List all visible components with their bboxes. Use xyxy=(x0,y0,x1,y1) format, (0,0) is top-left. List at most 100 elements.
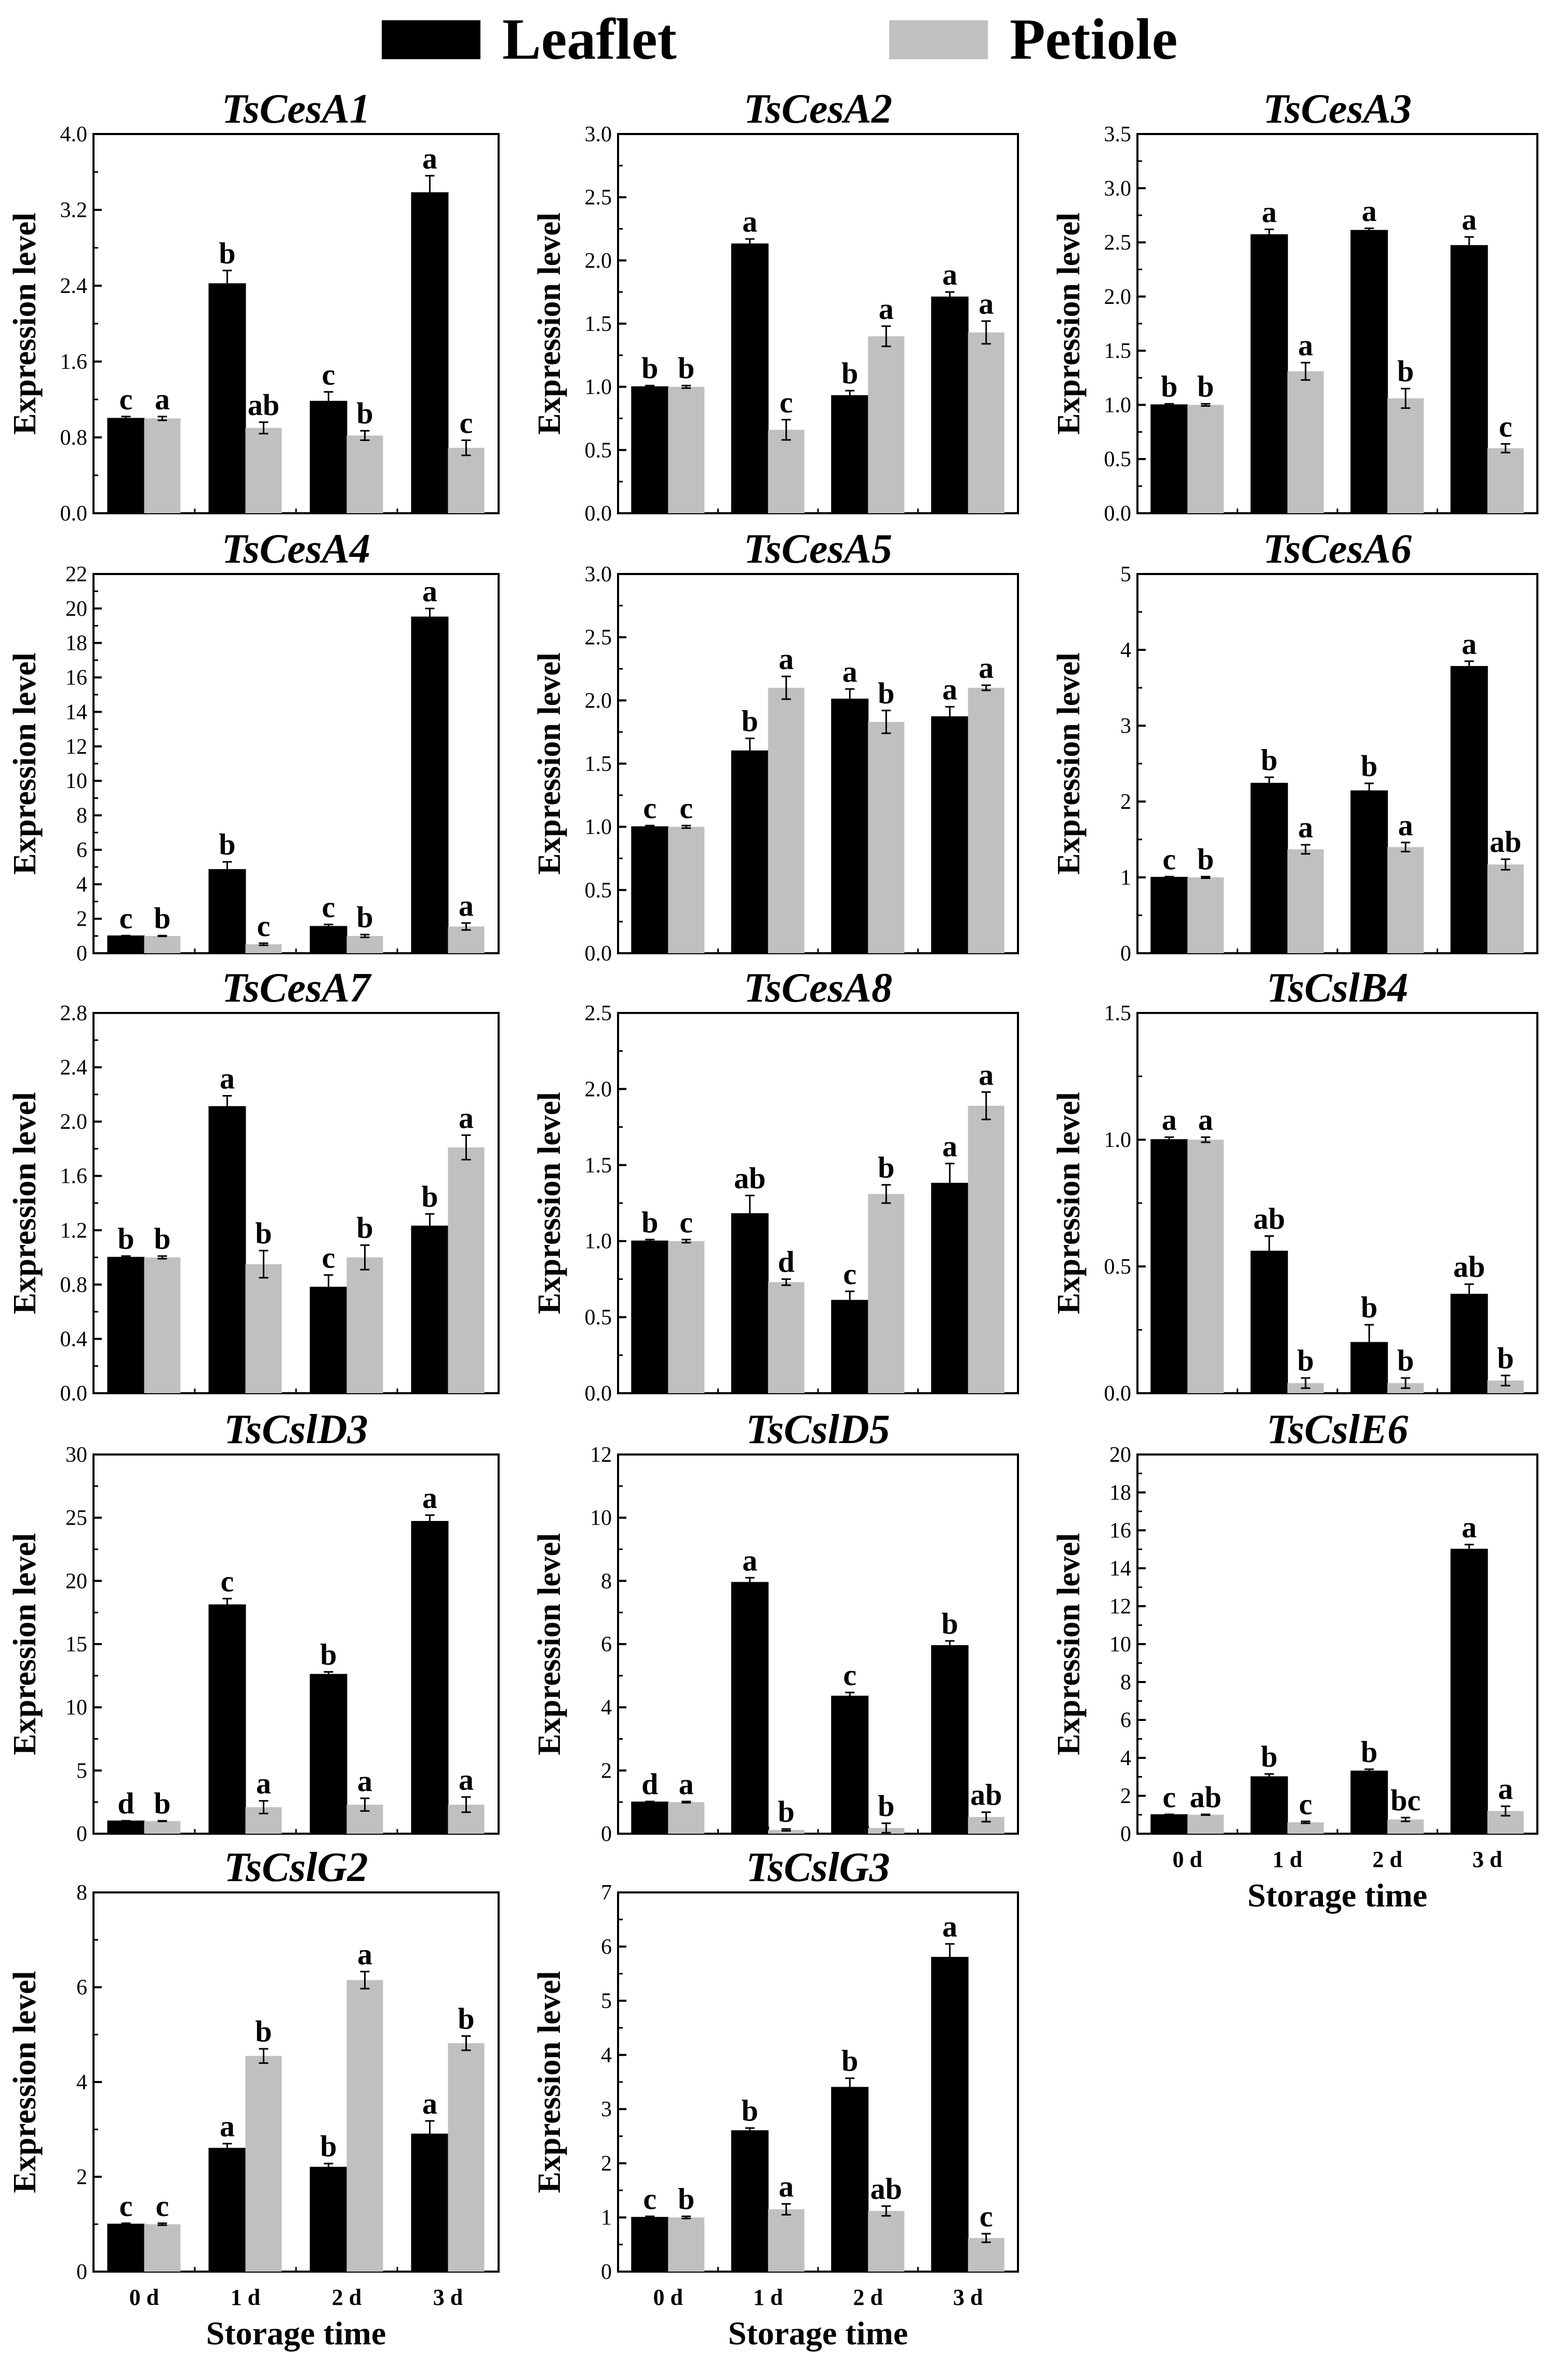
bar-leaflet xyxy=(1150,404,1188,514)
significance-letter: a xyxy=(1198,1103,1213,1137)
x-axis-label: Storage time xyxy=(728,2315,908,2352)
bar-leaflet xyxy=(310,401,347,514)
x-tick-label: 1 d xyxy=(231,2285,260,2310)
y-tick-label: 0 xyxy=(601,1822,612,1846)
y-tick-label: 2 xyxy=(76,908,87,931)
significance-letter: c xyxy=(843,1257,856,1291)
bar-petiole xyxy=(245,944,282,953)
y-tick-label: 0 xyxy=(76,1822,87,1846)
significance-letter: c xyxy=(119,382,133,416)
chart-title: TsCesA8 xyxy=(744,965,892,1011)
y-tick-label: 1.6 xyxy=(60,1165,88,1189)
y-tick-label: 0.5 xyxy=(585,1306,612,1330)
x-tick-label: 1 d xyxy=(753,2285,783,2310)
y-tick-label: 1.5 xyxy=(585,752,612,776)
y-tick-label: 0.8 xyxy=(60,426,88,450)
chart-panel-TsCesA4: TsCesA4 0 2 4 6 8 10 12 14 16 18 20 22 Expression lev… xyxy=(7,526,500,966)
chart-title: TsCslG2 xyxy=(224,1845,368,1890)
chart-panel-TsCslG2: TsCslG2 0 2 4 6 8 Expression level c c 0 d a b 1 d b a… xyxy=(7,1845,500,2352)
significance-letter: a xyxy=(459,1763,474,1796)
x-tick-label: 3 d xyxy=(953,2285,983,2310)
y-tick-label: 3.5 xyxy=(1104,123,1132,146)
significance-letter: b xyxy=(1197,843,1214,876)
x-tick-label: 3 d xyxy=(433,2285,463,2310)
y-tick-label: 2.4 xyxy=(60,274,88,298)
x-axis-label: Storage time xyxy=(1248,1877,1428,1914)
y-tick-label: 1 xyxy=(1120,866,1131,890)
significance-letter: b xyxy=(678,351,694,385)
bar-leaflet xyxy=(931,1957,969,2272)
bar-petiole xyxy=(346,936,383,953)
significance-letter: b xyxy=(878,1789,894,1823)
significance-letter: a xyxy=(942,673,957,706)
significance-letter: c xyxy=(156,2189,169,2223)
y-tick-label: 5 xyxy=(601,1990,612,2013)
chart-title: TsCslD5 xyxy=(746,1407,890,1452)
chart-title: TsCesA2 xyxy=(744,86,892,132)
bar-petiole xyxy=(1387,847,1424,953)
bar-petiole xyxy=(1487,448,1524,513)
bar-leaflet xyxy=(931,716,969,954)
significance-letter: ab xyxy=(1453,1250,1485,1284)
significance-letter: b xyxy=(641,351,658,385)
significance-letter: c xyxy=(843,1658,856,1692)
y-tick-label: 3.2 xyxy=(60,198,88,222)
y-tick-label: 2.0 xyxy=(60,1110,88,1134)
significance-letter: ab xyxy=(870,2172,902,2206)
significance-letter: a xyxy=(155,382,170,416)
bar-leaflet xyxy=(107,1820,145,1835)
significance-letter: b xyxy=(1261,743,1278,777)
y-tick-label: 6 xyxy=(601,1633,612,1657)
bar-leaflet xyxy=(107,935,145,954)
y-tick-label: 2.4 xyxy=(60,1056,88,1080)
chart-panel-TsCesA7: TsCesA7 0.0 0.4 0.8 1.2 1.6 2.0 2.4 2.8 Expressio… xyxy=(7,965,500,1406)
y-tick-label: 4 xyxy=(76,2071,87,2094)
significance-letter: b xyxy=(154,901,170,935)
bar-leaflet xyxy=(107,1257,145,1394)
y-tick-label: 0.8 xyxy=(60,1273,88,1297)
bar-leaflet xyxy=(631,386,669,514)
significance-letter: a xyxy=(742,1543,757,1577)
significance-letter: c xyxy=(643,791,656,825)
bar-petiole xyxy=(668,386,705,513)
bar-petiole xyxy=(1287,1822,1324,1834)
bar-leaflet xyxy=(731,1582,769,1834)
significance-letter: a xyxy=(422,1481,437,1515)
y-tick-label: 0.0 xyxy=(585,942,612,966)
significance-letter: c xyxy=(980,2199,993,2233)
bar-petiole xyxy=(768,1282,805,1393)
bar-petiole xyxy=(1187,1814,1224,1834)
significance-letter: c xyxy=(322,1241,336,1275)
bar-leaflet xyxy=(411,1520,449,1834)
significance-letter: a xyxy=(1362,194,1377,228)
y-tick-label: 6 xyxy=(1120,1709,1131,1732)
significance-letter: b xyxy=(878,676,894,710)
y-tick-label: 12 xyxy=(590,1443,612,1467)
chart-panel-TsCesA1: TsCesA1 0.0 0.8 1.6 2.4 3.2 4.0 Expression leve… xyxy=(7,86,500,526)
y-tick-label: 22 xyxy=(65,563,87,586)
significance-letter: a xyxy=(679,1767,694,1801)
x-tick-label: 0 d xyxy=(653,2285,683,2310)
significance-letter: a xyxy=(220,1061,235,1095)
chart-title: TsCesA5 xyxy=(744,526,892,572)
significance-letter: ab xyxy=(1490,825,1521,859)
y-axis-label: Expression level xyxy=(1051,1533,1087,1755)
y-tick-label: 10 xyxy=(65,1696,87,1720)
y-tick-label: 18 xyxy=(1109,1481,1131,1505)
bar-petiole xyxy=(245,428,282,513)
y-tick-label: 3.0 xyxy=(585,123,612,146)
bar-leaflet xyxy=(411,2133,449,2272)
x-tick-label: 2 d xyxy=(1373,1847,1402,1872)
y-tick-label: 1.5 xyxy=(585,312,612,336)
bar-leaflet xyxy=(631,2217,669,2273)
significance-letter: b xyxy=(1297,1344,1314,1378)
significance-letter: c xyxy=(679,1205,693,1239)
significance-letter: c xyxy=(1162,843,1176,876)
bar-petiole xyxy=(346,435,383,513)
y-axis-label: Expression level xyxy=(532,652,567,875)
significance-letter: b xyxy=(942,1607,958,1640)
x-tick-label: 2 d xyxy=(853,2285,883,2310)
bar-petiole xyxy=(868,336,905,513)
significance-letter: b xyxy=(421,1180,438,1213)
significance-letter: a xyxy=(942,258,957,291)
